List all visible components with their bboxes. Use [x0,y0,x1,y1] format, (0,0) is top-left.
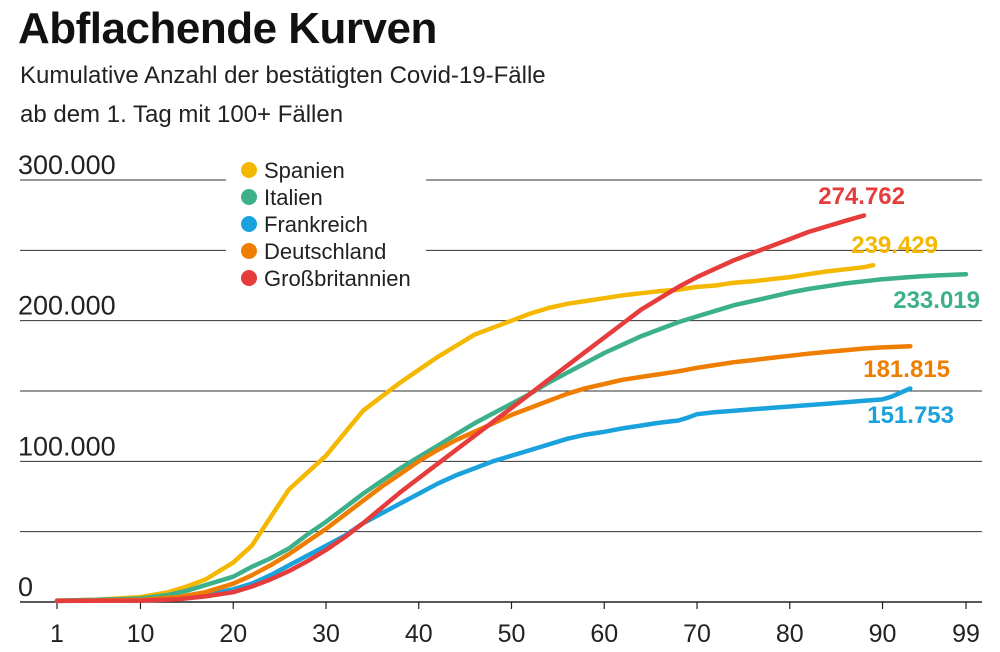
x-tick-label: 30 [312,620,340,648]
legend-label: Spanien [264,158,345,183]
y-tick-label: 0 [18,572,33,602]
y-tick-label: 200.000 [18,291,116,321]
y-tick-label: 100.000 [18,431,116,461]
x-tick-label: 10 [127,620,155,648]
legend-marker [241,243,257,259]
legend-label: Italien [264,185,323,210]
series-line-großbritannien [54,213,867,604]
x-tick-label: 90 [869,620,897,648]
legend-marker [241,270,257,286]
data-label: 239.429 [851,232,938,259]
legend-label: Deutschland [264,239,386,264]
x-tick-label: 60 [590,620,618,648]
x-tick-label: 50 [498,620,526,648]
x-tick-label: 99 [952,620,980,648]
data-label: 233.019 [893,287,980,314]
y-tick-label: 300.000 [18,150,116,180]
data-label: 151.753 [867,402,954,429]
legend-marker [241,162,257,178]
x-tick-label: 1 [50,620,64,648]
data-label: 274.762 [818,183,905,210]
legend-box [226,152,426,298]
legend-label: Frankreich [264,212,368,237]
chart-title: Abflachende Kurven [18,4,437,53]
chart-subtitle-line-2: ab dem 1. Tag mit 100+ Fällen [20,101,344,128]
x-tick-label: 20 [219,620,247,648]
series-line-spanien [54,262,876,603]
x-tick-label: 70 [683,620,711,648]
data-label: 181.815 [863,356,950,383]
series-line-frankreich [54,386,913,604]
legend-marker [241,189,257,205]
x-tick-label: 40 [405,620,433,648]
series-line-italien [54,271,969,603]
chart-subtitle-line-1: Kumulative Anzahl der bestätigten Covid-… [20,62,546,89]
legend-marker [241,216,257,232]
x-tick-label: 80 [776,620,804,648]
legend-label: Großbritannien [264,266,411,291]
series-line-deutschland [54,343,913,604]
